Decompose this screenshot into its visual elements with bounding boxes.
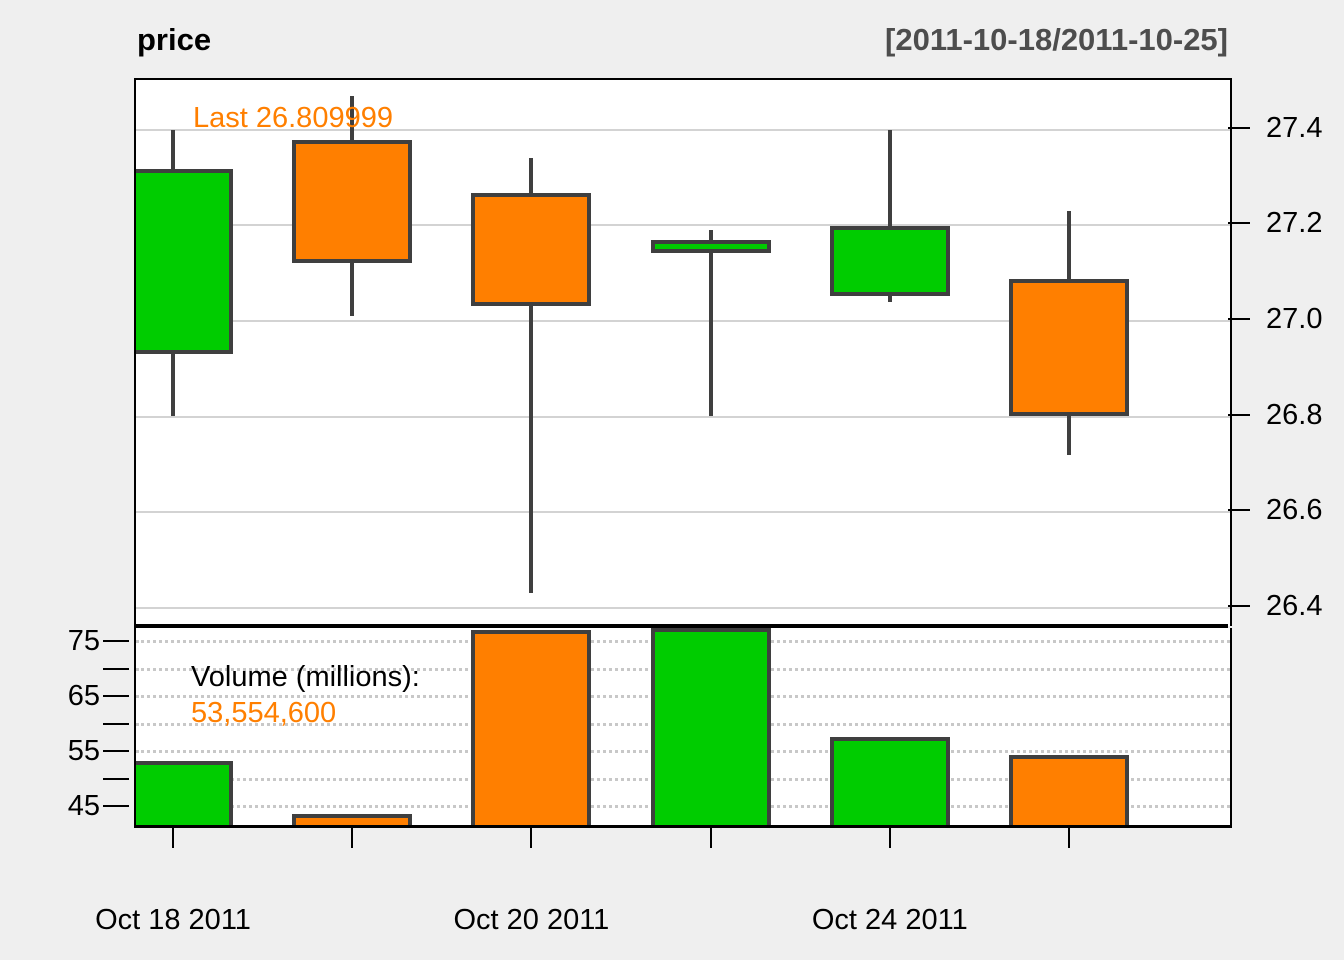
panel-divider (134, 624, 1228, 628)
price-axis-label: 26.6 (1266, 494, 1323, 527)
volume-axis-tick (103, 777, 129, 780)
volume-value: 53,554,600 (191, 697, 337, 729)
volume-axis-tick (103, 722, 129, 725)
date-range-label: [2011-10-18/2011-10-25] (885, 22, 1228, 57)
x-axis-tick (530, 828, 533, 848)
x-axis-date-label: Oct 24 2011 (811, 904, 968, 936)
x-axis-date-label: Oct 18 2011 (95, 904, 251, 936)
x-axis-tick (351, 828, 354, 848)
price-gridline (136, 128, 1230, 131)
volume-axis-label: 55 (67, 735, 100, 767)
price-axis-tick (1228, 222, 1250, 225)
price-axis-label: 27.2 (1266, 207, 1323, 240)
volume-axis-label: 65 (67, 680, 100, 712)
candle-body (471, 192, 592, 306)
price-gridline (136, 319, 1230, 322)
volume-bar (829, 737, 950, 825)
candle-body (1009, 278, 1129, 416)
x-axis-tick (888, 828, 891, 848)
price-axis-tick (1228, 126, 1250, 129)
candle-body (829, 226, 950, 297)
volume-bar (471, 629, 592, 825)
price-gridline (136, 415, 1230, 418)
price-axis-tick (1228, 317, 1250, 320)
volume-bar (650, 628, 771, 825)
price-axis-label: 26.8 (1266, 398, 1323, 431)
volume-panel: Volume (millions): 53,554,600 (134, 628, 1232, 828)
candle-body (650, 240, 771, 254)
candle-body (136, 168, 233, 354)
last-price-label: Last 26.809999 (193, 102, 393, 134)
volume-axis-tick (103, 667, 129, 670)
volume-bar (1009, 755, 1129, 825)
volume-title: Volume (millions): (191, 661, 420, 693)
candle-body (292, 140, 413, 263)
price-axis-tick (1228, 413, 1250, 416)
price-panel: Last 26.809999 (134, 78, 1232, 626)
x-axis-tick (1068, 828, 1070, 848)
price-axis-tick (1228, 509, 1250, 512)
x-axis-tick (709, 828, 712, 848)
volume-bar (292, 814, 413, 825)
price-axis-label: 27.0 (1266, 302, 1323, 335)
price-axis-tick (1228, 604, 1250, 607)
price-gridline (136, 606, 1230, 609)
candle-wick (708, 230, 713, 417)
volume-axis-tick (103, 750, 129, 752)
candle-wick (529, 158, 534, 594)
volume-axis-tick (103, 640, 129, 642)
volume-axis-tick (103, 695, 129, 697)
price-axis-label: 26.4 (1266, 589, 1323, 622)
x-axis-tick (172, 828, 174, 848)
price-axis-label: 27.4 (1266, 111, 1323, 144)
price-gridline (136, 511, 1230, 514)
x-axis-date-label: Oct 20 2011 (453, 904, 610, 936)
volume-axis-tick (103, 805, 129, 807)
volume-axis-label: 75 (67, 625, 100, 657)
volume-bar (136, 760, 233, 825)
candle-wick (887, 129, 892, 302)
volume-axis-label: 45 (67, 790, 100, 822)
page-title: price (137, 22, 212, 57)
price-gridline (136, 224, 1230, 227)
